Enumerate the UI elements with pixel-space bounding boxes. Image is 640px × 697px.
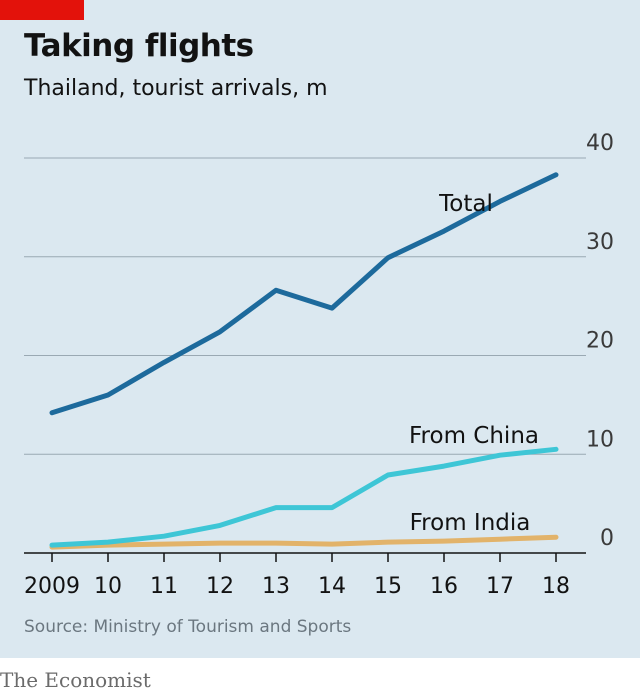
x-tick-label: 13 xyxy=(262,574,290,599)
x-tick-label: 11 xyxy=(150,574,178,599)
x-tick-label: 14 xyxy=(318,574,346,599)
series-line-total xyxy=(49,172,559,416)
chart-subtitle: Thailand, tourist arrivals, m xyxy=(24,76,328,101)
x-tick-label: 16 xyxy=(430,574,458,599)
series-labels: Total From China From India xyxy=(409,191,539,536)
x-tick-label: 18 xyxy=(542,574,570,599)
publisher-logo: The Economist xyxy=(0,668,151,692)
brand-tag xyxy=(0,0,84,20)
x-tick-label: 2009 xyxy=(24,574,80,599)
series-label: From China xyxy=(409,423,539,449)
series-label: Total xyxy=(438,191,493,217)
y-tick-label: 10 xyxy=(586,427,614,452)
chart-panel xyxy=(0,0,640,658)
x-tick-label: 12 xyxy=(206,574,234,599)
y-axis-ticks: 0 10 20 30 40 xyxy=(586,131,614,551)
series-line-from-china xyxy=(49,446,559,548)
x-tick-label: 17 xyxy=(486,574,514,599)
y-tick-label: 40 xyxy=(586,131,614,156)
y-tick-label: 20 xyxy=(586,329,614,354)
series-label: From India xyxy=(410,510,531,536)
x-axis: 2009 10 11 12 13 14 15 16 17 18 xyxy=(24,552,586,599)
series-line-from-india xyxy=(49,534,559,550)
x-tick-label: 15 xyxy=(374,574,402,599)
line-chart: 0 10 20 30 40 Total From China From India 2009… xyxy=(24,131,614,599)
series-lines xyxy=(49,172,559,550)
chart-title: Taking flights xyxy=(24,28,254,64)
y-tick-label: 30 xyxy=(586,230,614,255)
source-note: Source: Ministry of Tourism and Sports xyxy=(24,617,352,637)
y-tick-label: 0 xyxy=(600,526,614,551)
x-tick-label: 10 xyxy=(94,574,122,599)
